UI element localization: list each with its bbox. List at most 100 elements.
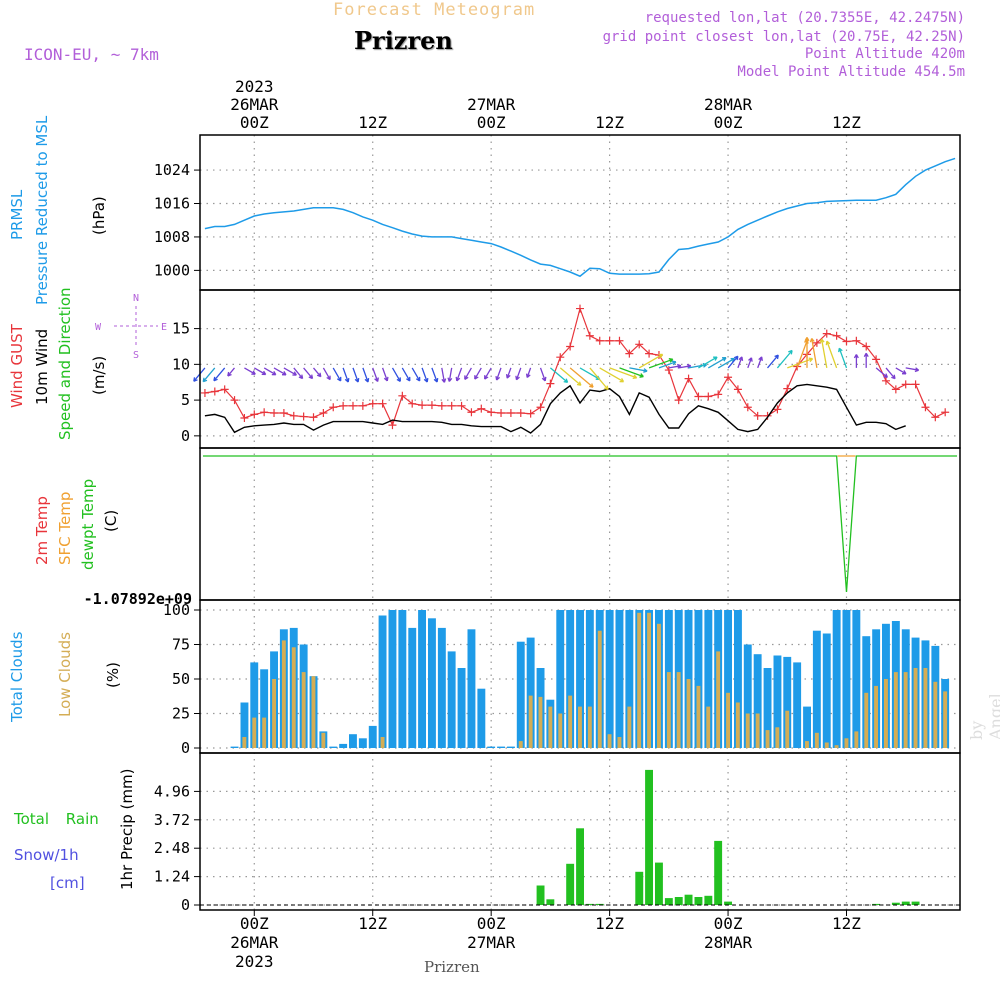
wind-direction-arrow (421, 367, 429, 383)
gust-marker (694, 392, 703, 401)
gust-marker (852, 336, 861, 345)
gust-marker (270, 408, 279, 417)
rain-bar (536, 885, 545, 905)
wind-direction-arrow (668, 363, 682, 369)
total-cloud-bar (418, 610, 426, 748)
gust-marker (250, 410, 259, 419)
gust-marker (743, 403, 752, 412)
gust-marker (773, 405, 782, 414)
rain-bar (674, 897, 683, 905)
gust-marker (901, 380, 910, 389)
low-cloud-bar (627, 706, 632, 748)
wind-direction-arrow (609, 367, 638, 380)
gust-marker (220, 385, 229, 394)
top-time-tick-label: 00Z (714, 113, 743, 132)
low-cloud-bar (311, 676, 316, 748)
top-time-tick-label: 00Z (240, 113, 269, 132)
gust-marker (348, 401, 357, 410)
gust-marker (674, 396, 683, 405)
wind-direction-arrow (505, 367, 512, 379)
gust-marker (467, 408, 476, 417)
wind-direction-arrow (515, 367, 522, 381)
wind-direction-arrow (619, 367, 644, 378)
wind-direction-arrow (253, 367, 267, 376)
gust-marker (279, 408, 288, 417)
wind-direction-arrow (895, 367, 907, 375)
gust-marker (368, 399, 377, 408)
gust-marker (556, 353, 565, 362)
low-cloud-bar (903, 672, 908, 748)
wind-direction-arrow (678, 363, 692, 369)
wind-direction-arrow (875, 367, 889, 379)
wind-direction-arrow (213, 367, 226, 382)
snow-label: Snow/1h (14, 846, 79, 864)
gust-marker (684, 374, 693, 383)
y-tick-label: 1000 (154, 261, 190, 279)
total-cloud-bar (852, 610, 861, 748)
top-date-label: 27MAR (467, 95, 516, 114)
total-clouds-label: Total Clouds (8, 631, 26, 722)
wind-direction-arrow (401, 367, 411, 382)
rain-bar (664, 898, 673, 905)
wind-direction-arrow (853, 354, 859, 368)
low-cloud-bar (824, 742, 829, 748)
low-clouds-label: Low Clouds (56, 632, 74, 717)
gust-marker (872, 355, 881, 364)
gust-marker (289, 411, 298, 420)
bottom-date-label: 26MAR (230, 933, 279, 952)
wind-direction-arrow (809, 337, 818, 369)
gust-marker (941, 408, 950, 417)
snow-units-label: [cm] (50, 874, 85, 892)
gust-marker (724, 373, 733, 382)
low-cloud-bar (775, 727, 780, 748)
model-altitude: Model Point Altitude 454.5m (737, 64, 965, 80)
gust-marker (911, 380, 920, 389)
gust-marker (526, 409, 535, 418)
total-rain-label: Total Rain (14, 810, 99, 828)
wind-direction-arrow (411, 367, 421, 382)
wind-direction-arrow (391, 367, 401, 382)
wind-direction-arrow (727, 355, 739, 369)
y-tick-label: 75 (172, 636, 190, 654)
point-altitude: Point Altitude 420m (804, 46, 965, 62)
wind-speed-line (204, 383, 906, 434)
total-cloud-bar (704, 610, 713, 748)
wind-direction-arrow (303, 367, 314, 380)
bottom-time-tick-label: 12Z (832, 914, 861, 933)
low-cloud-bar (538, 696, 543, 748)
wind-direction-arrow (905, 367, 920, 373)
wind-direction-arrow (819, 338, 828, 369)
total-cloud-bar (467, 629, 476, 748)
chart-title: Forecast Meteogram (333, 0, 536, 20)
gust-marker (506, 408, 515, 417)
total-cloud-bar (556, 610, 565, 748)
gust-marker (437, 401, 446, 410)
gust-marker (891, 385, 900, 394)
gust-marker (812, 338, 821, 347)
total-cloud-bar (497, 746, 505, 748)
wind-direction-arrow (244, 367, 256, 375)
low-cloud-bar (252, 717, 257, 748)
low-cloud-bar (558, 713, 563, 748)
wind-direction-arrow (804, 336, 810, 368)
top-time-tick-label: 12Z (595, 113, 624, 132)
gust-marker (358, 401, 367, 410)
top-time-tick-label: 12Z (358, 113, 387, 132)
gust-marker (230, 396, 239, 405)
total-cloud-bar (487, 746, 496, 748)
total-cloud-bar (763, 668, 772, 748)
total-cloud-bar (230, 746, 239, 748)
low-cloud-bar (281, 640, 286, 748)
wind-direction-arrow (767, 354, 779, 369)
gust-marker (487, 408, 496, 417)
low-cloud-bar (716, 651, 721, 748)
gust-marker (536, 403, 545, 412)
gust-marker (704, 392, 713, 401)
total-cloud-bar (585, 610, 594, 748)
wind-direction-arrow (474, 367, 482, 380)
top-date-label: 26MAR (230, 95, 279, 114)
total-cloud-bar (625, 610, 634, 748)
wind-direction-arrow (455, 367, 463, 382)
bottom-time-tick-label: 12Z (358, 914, 387, 933)
